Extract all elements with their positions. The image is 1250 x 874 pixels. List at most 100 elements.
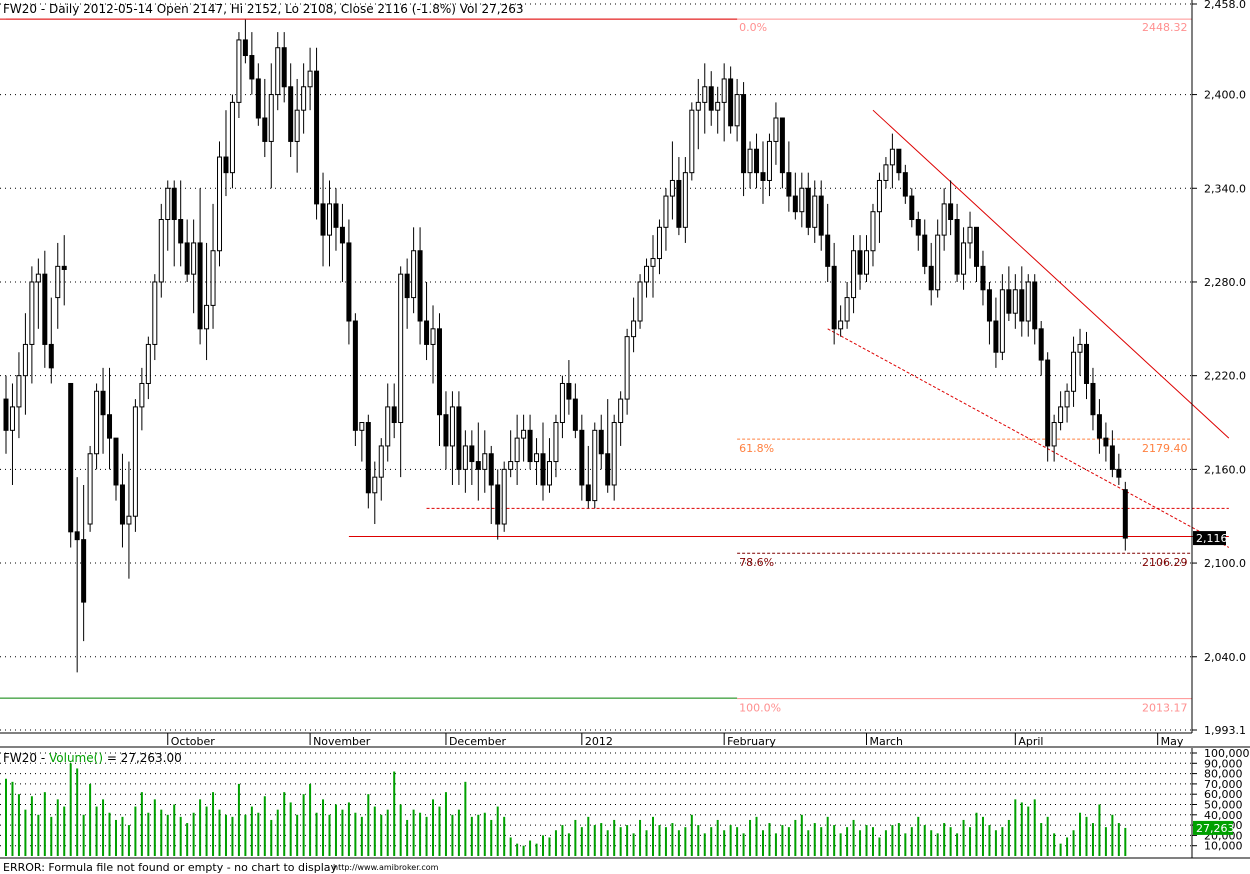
date-tick-label: October	[171, 735, 215, 748]
volume-bar	[296, 814, 299, 856]
candle-body-down	[184, 242, 190, 275]
candle-body-down	[1090, 382, 1096, 416]
candle-body-up	[191, 242, 197, 275]
volume-tick-label: 60,000	[1204, 788, 1243, 801]
volume-bar	[626, 825, 629, 856]
volume-bar	[212, 792, 215, 856]
volume-bar	[1046, 816, 1049, 856]
candle-body-down	[831, 265, 837, 330]
volume-axis: 100,00090,00080,00070,00060,00050,00040,…	[1192, 747, 1250, 853]
candle-body-up	[1077, 343, 1083, 353]
volume-bar	[76, 768, 79, 856]
volume-bar	[619, 827, 622, 856]
volume-bar	[43, 792, 46, 856]
candle-body-up	[870, 211, 876, 252]
candle-body-up	[35, 273, 41, 283]
volume-bar	[969, 827, 972, 856]
candle-body-up	[1051, 422, 1057, 447]
volume-bar	[134, 806, 137, 856]
volume-bar	[1098, 804, 1101, 856]
candle-body-up	[462, 445, 468, 470]
volume-bar	[270, 819, 273, 856]
candle-body-down	[391, 406, 397, 424]
candle-body-up	[650, 258, 656, 267]
volume-bar	[794, 819, 797, 856]
candle-body-down	[469, 445, 475, 463]
volume-bar	[859, 830, 862, 856]
volume-bar	[147, 812, 150, 856]
volume-bar	[988, 825, 991, 856]
volume-bar	[826, 816, 829, 856]
volume-bar	[276, 809, 279, 856]
amibroker-url[interactable]: http://www.amibroker.com	[333, 863, 439, 872]
candle-body-up	[1064, 390, 1070, 408]
volume-bar	[761, 830, 764, 856]
volume-bar	[121, 816, 124, 856]
volume-bar	[399, 804, 402, 856]
candle-body-down	[346, 242, 352, 322]
candle-body-up	[773, 117, 779, 142]
candle-body-up	[715, 101, 721, 111]
candle-body-up	[631, 320, 637, 338]
candle-body-up	[734, 94, 740, 127]
candle-body-down	[980, 265, 986, 291]
date-tick-label: 2012	[585, 735, 613, 748]
volume-bar	[438, 806, 441, 856]
fib-level-value: 2179.40	[1142, 442, 1188, 455]
volume-bar	[535, 843, 538, 856]
volume-bar	[839, 833, 842, 856]
last-price-label: 2,116	[1196, 532, 1228, 545]
volume-bar	[373, 806, 376, 856]
volume-bar	[5, 778, 7, 856]
candle-body-up	[87, 453, 93, 525]
candle-body-down	[171, 187, 177, 221]
candle-body-up	[695, 101, 701, 111]
candle-body-down	[986, 289, 992, 322]
candle-body-up	[618, 398, 624, 424]
volume-bar	[710, 827, 713, 856]
price-pane[interactable]	[0, 0, 1192, 733]
candle-body-up	[145, 343, 151, 384]
date-tick-label: May	[1161, 735, 1184, 748]
volume-pane[interactable]	[0, 748, 1192, 858]
volume-bar	[89, 783, 92, 856]
candle-body-up	[449, 406, 455, 447]
volume-bar	[95, 806, 98, 856]
candle-body-up	[22, 343, 28, 377]
candle-body-down	[320, 203, 326, 236]
candle-body-down	[417, 250, 423, 322]
candle-body-up	[327, 203, 332, 236]
volume-bar	[360, 816, 363, 856]
volume-bar	[250, 806, 253, 856]
candle-body-up	[210, 250, 216, 306]
candle-body-up	[844, 297, 850, 322]
date-tick-label: December	[449, 735, 507, 748]
volume-bar	[354, 812, 357, 856]
candle-body-down	[902, 172, 908, 197]
volume-bar	[127, 825, 130, 856]
candle-body-down	[915, 219, 921, 236]
volume-bar	[451, 814, 454, 856]
volume-tick-label: 50,000	[1204, 799, 1243, 812]
volume-bar	[425, 816, 428, 856]
volume-bar	[606, 830, 609, 856]
fib-level-value: 2013.17	[1142, 702, 1188, 715]
volume-bar	[503, 816, 506, 856]
volume-bar	[516, 843, 519, 856]
candle-body-down	[281, 47, 287, 88]
volume-bar	[483, 812, 486, 856]
volume-bar	[1104, 827, 1107, 856]
volume-bar	[1053, 833, 1056, 856]
candle-body-up	[204, 304, 210, 330]
volume-bar	[173, 804, 176, 856]
candle-body-up	[501, 468, 507, 525]
candle-body-up	[1025, 281, 1031, 322]
volume-bar	[56, 799, 59, 856]
candle-body-down	[993, 320, 999, 353]
volume-bar	[218, 809, 221, 856]
candle-body-up	[935, 234, 941, 291]
candle-body-up	[656, 226, 662, 260]
volume-bar	[50, 816, 53, 856]
candle-body-down	[818, 195, 824, 236]
candle-body-up	[1058, 406, 1064, 424]
